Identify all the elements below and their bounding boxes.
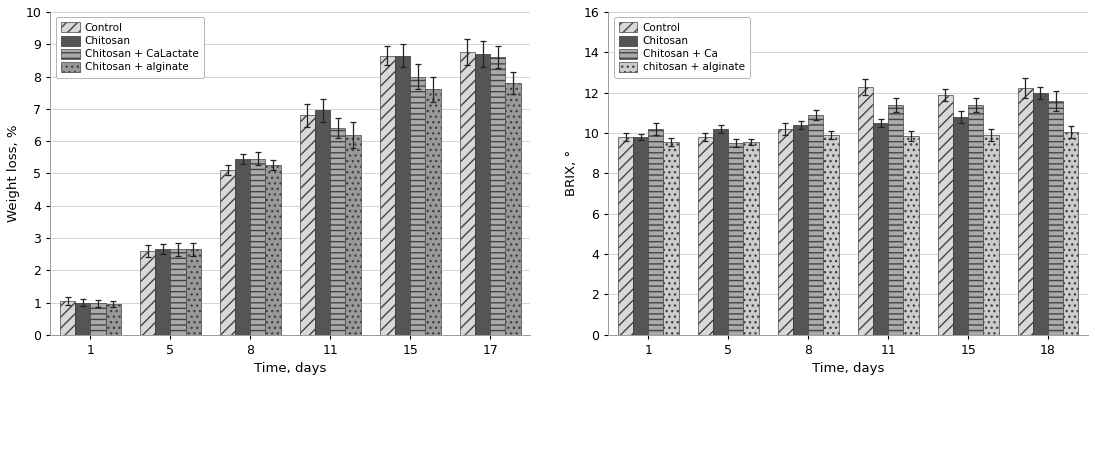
Bar xyxy=(664,142,679,335)
Bar xyxy=(983,135,999,335)
Bar xyxy=(171,249,185,335)
Y-axis label: BRIX, °: BRIX, ° xyxy=(565,150,578,196)
Legend: Control, Chitosan, Chitosan + Ca, chitosan + alginate: Control, Chitosan, Chitosan + Ca, chitos… xyxy=(613,17,750,78)
Bar xyxy=(300,115,315,335)
Bar xyxy=(105,304,120,335)
Y-axis label: Weight loss, %: Weight loss, % xyxy=(7,125,20,222)
Bar xyxy=(937,95,953,335)
Bar xyxy=(1063,132,1079,335)
Bar xyxy=(140,251,155,335)
Bar xyxy=(185,249,200,335)
Bar xyxy=(345,135,360,335)
Bar xyxy=(744,142,759,335)
Bar xyxy=(808,115,823,335)
X-axis label: Time, days: Time, days xyxy=(254,362,326,375)
Bar xyxy=(618,137,633,335)
Bar xyxy=(793,125,808,335)
Bar xyxy=(460,52,475,335)
Bar xyxy=(506,83,520,335)
Bar xyxy=(251,159,265,335)
Bar xyxy=(315,110,331,335)
Bar xyxy=(380,55,395,335)
Bar xyxy=(728,143,744,335)
Bar xyxy=(648,129,664,335)
Bar xyxy=(475,54,491,335)
Bar xyxy=(220,170,235,335)
Bar xyxy=(1033,93,1048,335)
Bar xyxy=(857,86,873,335)
X-axis label: Time, days: Time, days xyxy=(812,362,885,375)
Bar xyxy=(60,301,76,335)
Bar xyxy=(1048,101,1063,335)
Legend: Control, Chitosan, Chitosan + CaLactate, Chitosan + alginate: Control, Chitosan, Chitosan + CaLactate,… xyxy=(56,17,204,78)
Bar xyxy=(903,136,919,335)
Bar xyxy=(491,57,506,335)
Bar xyxy=(823,135,839,335)
Bar xyxy=(425,89,440,335)
Bar xyxy=(1017,87,1033,335)
Bar xyxy=(76,303,91,335)
Bar xyxy=(395,55,411,335)
Bar xyxy=(91,304,105,335)
Bar xyxy=(411,77,425,335)
Bar xyxy=(888,105,903,335)
Bar xyxy=(698,137,713,335)
Bar xyxy=(968,105,983,335)
Bar xyxy=(265,165,280,335)
Bar xyxy=(953,117,968,335)
Bar xyxy=(633,137,648,335)
Bar xyxy=(331,128,345,335)
Bar xyxy=(713,129,728,335)
Bar xyxy=(873,123,888,335)
Bar xyxy=(235,159,251,335)
Bar xyxy=(777,129,793,335)
Bar xyxy=(155,249,171,335)
